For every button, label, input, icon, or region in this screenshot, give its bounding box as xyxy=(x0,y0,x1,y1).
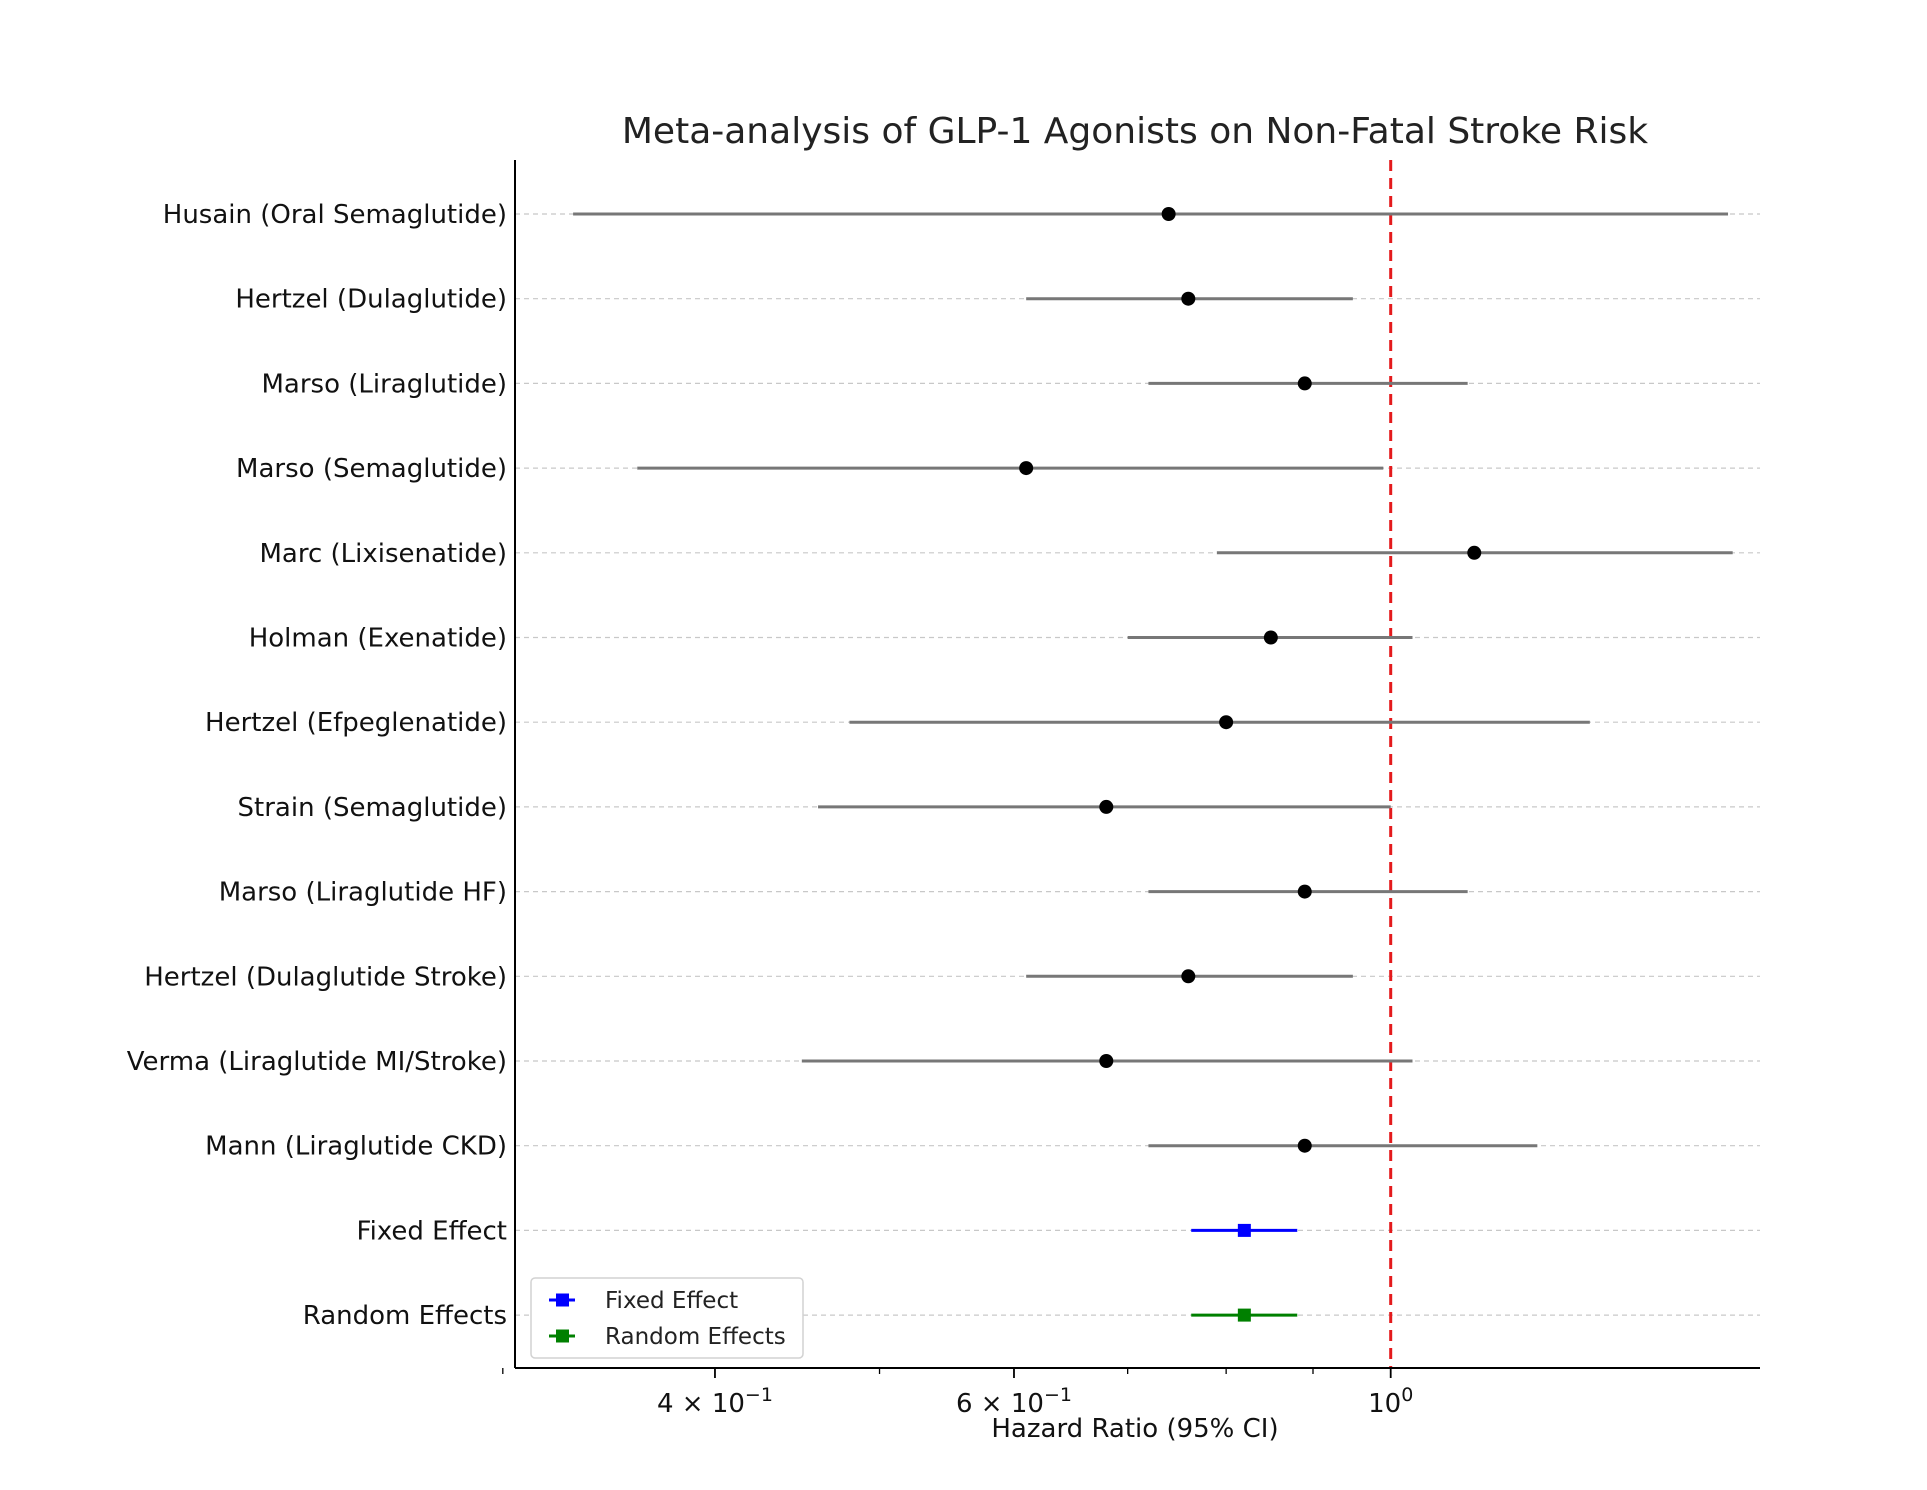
estimate-square xyxy=(1237,1308,1251,1322)
study-label: Hertzel (Efpeglenatide) xyxy=(205,708,507,738)
x-axis-label: Hazard Ratio (95% CI) xyxy=(991,1414,1278,1444)
study-label: Marso (Semaglutide) xyxy=(236,454,507,484)
study-label: Marso (Liraglutide HF) xyxy=(219,878,507,908)
estimate-point xyxy=(1297,376,1312,391)
study-label: Marc (Lixisenatide) xyxy=(259,539,507,569)
legend-label: Random Effects xyxy=(605,1324,786,1350)
study-label: Husain (Oral Semaglutide) xyxy=(163,200,507,230)
study-label: Holman (Exenatide) xyxy=(249,624,507,654)
estimate-point xyxy=(1181,291,1196,306)
study-label: Fixed Effect xyxy=(357,1216,507,1246)
axes xyxy=(514,160,1760,1369)
estimate-point xyxy=(1099,799,1114,814)
estimate-point xyxy=(1297,1138,1312,1153)
estimate-point xyxy=(1019,461,1034,476)
study-label: Random Effects xyxy=(303,1301,507,1331)
estimate-point xyxy=(1219,715,1234,730)
estimate-point xyxy=(1099,1054,1114,1068)
point-estimates xyxy=(1019,207,1482,1322)
study-label: Hertzel (Dulaglutide) xyxy=(235,285,507,315)
chart-title: Meta-analysis of GLP-1 Agonists on Non-F… xyxy=(622,111,1648,152)
estimate-point xyxy=(1263,630,1278,645)
x-tick-label: 6 × 10−1 xyxy=(956,1384,1072,1419)
legend-box xyxy=(530,1277,804,1359)
legend-swatch-marker xyxy=(556,1293,569,1307)
estimate-point xyxy=(1181,969,1196,984)
estimate-square xyxy=(1237,1223,1251,1237)
study-label: Verma (Liraglutide MI/Stroke) xyxy=(127,1047,507,1077)
estimate-point xyxy=(1467,545,1482,560)
study-labels: Husain (Oral Semaglutide) Hertzel (Dulagl… xyxy=(127,200,507,1331)
study-label: Hertzel (Dulaglutide Stroke) xyxy=(144,962,507,992)
study-label: Marso (Liraglutide) xyxy=(261,369,507,399)
legend: Fixed Effect Random Effects xyxy=(530,1277,804,1359)
x-ticks: 4 × 10−1 6 × 10−1 100 xyxy=(502,1368,1413,1419)
x-tick-label: 4 × 10−1 xyxy=(657,1384,773,1419)
x-tick-label: 100 xyxy=(1368,1384,1413,1419)
study-label: Strain (Semaglutide) xyxy=(238,793,507,823)
estimate-point xyxy=(1161,207,1176,221)
legend-label: Fixed Effect xyxy=(605,1288,738,1314)
legend-swatch-marker xyxy=(556,1329,569,1343)
estimate-point xyxy=(1297,884,1312,899)
study-label: Mann (Liraglutide CKD) xyxy=(205,1132,507,1162)
